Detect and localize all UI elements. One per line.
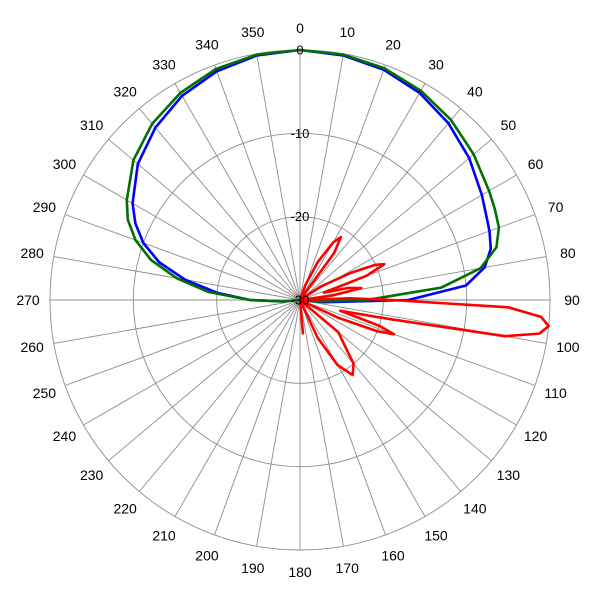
angle-tick-label: 130 (497, 467, 521, 483)
angle-tick-label: 260 (20, 339, 44, 355)
series-line-3 (298, 235, 550, 377)
angle-tick-label: 20 (385, 36, 401, 52)
grid-spoke (256, 53, 301, 301)
angle-tick-label: 30 (428, 56, 444, 72)
angle-tick-label: 290 (33, 199, 57, 215)
angle-tick-label: 320 (113, 84, 137, 100)
grid-spoke (299, 53, 344, 301)
grid-spoke (64, 214, 301, 301)
grid-spoke (299, 83, 426, 301)
grid-spoke (108, 138, 301, 301)
grid-spoke (138, 299, 301, 492)
grid-spoke (299, 299, 386, 536)
grid-spoke (83, 299, 301, 426)
grid-spoke (64, 299, 301, 386)
grid-spoke (53, 299, 301, 344)
angle-tick-label: 100 (556, 339, 580, 355)
angle-tick-label: 50 (501, 117, 517, 133)
angle-tick-label: 10 (339, 24, 355, 40)
grid-spoke (299, 299, 536, 386)
angle-tick-label: 0 (296, 20, 304, 36)
angle-tick-label: 60 (528, 156, 544, 172)
grid-spoke (299, 299, 462, 492)
angle-tick-label: 150 (424, 528, 448, 544)
angle-tick-label: 110 (544, 385, 567, 401)
grid-spoke (138, 108, 301, 301)
angle-tick-label: 330 (152, 56, 176, 72)
grid-spoke (299, 108, 462, 301)
angle-tick-label: 270 (16, 292, 40, 308)
angle-tick-label: 200 (195, 548, 219, 564)
angle-tick-label: 350 (241, 24, 265, 40)
angle-tick-label: 210 (152, 528, 176, 544)
angle-tick-label: 170 (336, 560, 360, 576)
angle-tick-label: 250 (33, 385, 57, 401)
angle-tick-label: 140 (463, 500, 487, 516)
radial-tick-label: -20 (291, 209, 310, 224)
angle-tick-label: 300 (53, 156, 77, 172)
grid-spoke (174, 299, 301, 517)
grid-spoke (299, 299, 344, 547)
radial-tick-label: -10 (291, 126, 310, 141)
grid-spoke (214, 64, 301, 301)
grid-spoke (108, 299, 301, 462)
grid-spoke (83, 174, 301, 301)
radial-tick-label: 0 (296, 43, 303, 58)
angle-tick-label: 220 (113, 500, 137, 516)
grid-spoke (299, 138, 492, 301)
grid-spoke (299, 64, 386, 301)
angle-tick-label: 70 (548, 199, 564, 215)
grid-spoke (214, 299, 301, 536)
angle-tick-label: 80 (560, 245, 576, 261)
angle-tick-label: 90 (564, 292, 580, 308)
grid-spoke (174, 83, 301, 301)
grid-spoke (256, 299, 301, 547)
label-layer: 0 10 20 30 40 50 60 70 80 90 100 110 120 130 140 150 160… (16, 20, 580, 580)
angle-tick-label: 280 (20, 245, 44, 261)
angle-tick-label: 180 (288, 564, 312, 580)
angle-tick-label: 230 (80, 467, 104, 483)
angle-tick-label: 160 (381, 548, 405, 564)
angle-tick-label: 120 (524, 428, 548, 444)
angle-tick-label: 190 (241, 560, 265, 576)
grid-spoke (299, 299, 517, 426)
angle-tick-label: 340 (195, 36, 219, 52)
angle-tick-label: 310 (80, 117, 104, 133)
radial-tick-label: -30 (291, 293, 310, 308)
angle-tick-label: 240 (53, 428, 77, 444)
series-layer (125, 48, 550, 377)
grid-spoke (299, 299, 426, 517)
angle-tick-label: 40 (467, 84, 483, 100)
